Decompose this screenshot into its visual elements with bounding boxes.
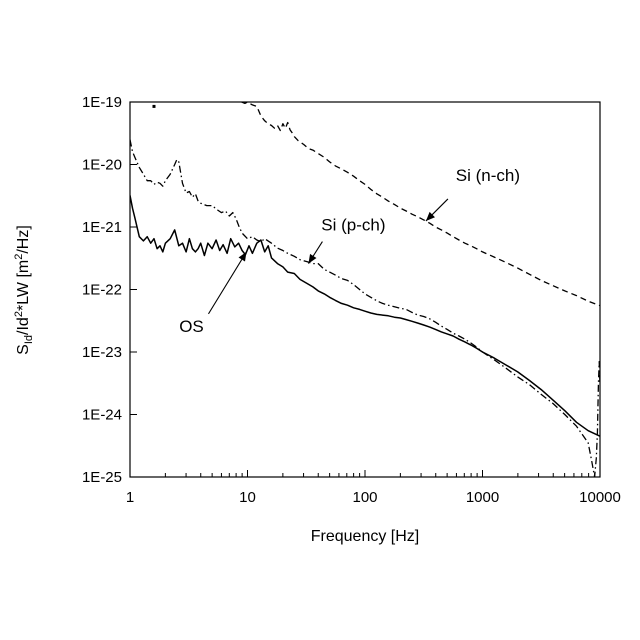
series-line-si-p-ch (130, 140, 600, 477)
x-tick-label: 10 (239, 489, 256, 506)
arrow-head-icon (308, 254, 316, 264)
x-axis-label: Frequency [Hz] (311, 528, 419, 545)
x-tick-label: 100 (352, 489, 377, 506)
plot-frame (130, 102, 600, 477)
annotation-label: Si (p-ch) (321, 216, 385, 235)
ticks-layer: 1 10 100 1000 10000 1E-25 1E-24 1E-23 1E-22 1E-21… (82, 94, 621, 506)
arrow-head-icon (239, 252, 247, 262)
y-tick-label: 1E-23 (82, 344, 122, 361)
annotation-label: Si (n-ch) (456, 166, 520, 185)
y-tick-label: 1E-25 (82, 469, 122, 486)
x-tick-label: 1000 (466, 489, 499, 506)
outlier-point (152, 105, 155, 108)
annotation-si-p-ch: Si (p-ch) (308, 216, 385, 264)
y-axis-label: SId/Id2*LW [m2/Hz] (13, 225, 35, 355)
y-tick-label: 1E-21 (82, 219, 122, 236)
annotation-si-n-ch: Si (n-ch) (426, 166, 520, 221)
annotation-layer: OS Si (p-ch) Si (n-ch) (179, 166, 520, 336)
y-tick-label: 1E-22 (82, 282, 122, 299)
x-tick-label: 1 (126, 489, 134, 506)
series-layer (130, 102, 600, 477)
y-tick-label: 1E-19 (82, 94, 122, 111)
x-tick-label: 10000 (579, 489, 621, 506)
annotation-label: OS (179, 317, 204, 336)
annotation-os: OS (179, 252, 246, 336)
y-tick-label: 1E-20 (82, 157, 122, 174)
y-tick-label: 1E-24 (82, 407, 122, 424)
